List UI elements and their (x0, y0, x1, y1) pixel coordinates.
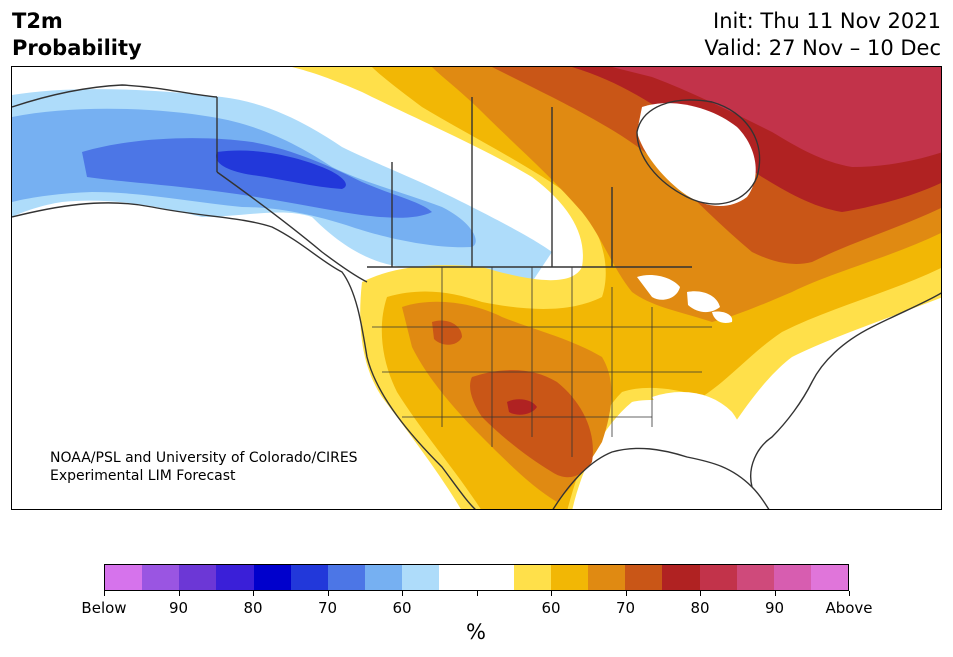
gulf-of-mexico (572, 440, 774, 509)
colorbar-tick-mark (551, 591, 552, 596)
colorbar-swatch-3 (216, 565, 254, 590)
valid-range: Valid: 27 Nov – 10 Dec (704, 36, 941, 60)
hudson-bay (637, 103, 756, 207)
credit-line-1: NOAA/PSL and University of Colorado/CIRE… (50, 450, 358, 466)
colorbar-swatch-6 (327, 565, 366, 590)
colorbar-unit: % (466, 620, 486, 644)
forecast-info: Init: Thu 11 Nov 2021 Valid: 27 Nov – 10… (704, 8, 941, 62)
colorbar-tick-mark (253, 591, 254, 596)
colorbar-swatch-5 (290, 565, 328, 590)
colorbar-tick-label: 70 (317, 599, 338, 617)
chart-title: T2m Probability (12, 8, 142, 62)
us-state-lines (372, 267, 712, 457)
colorbar-swatch-4 (253, 565, 291, 590)
colorbar-swatch-0 (105, 565, 143, 590)
cold-region-deep (216, 150, 346, 189)
colorbar-swatch-14 (625, 565, 663, 590)
great-lakes (637, 275, 733, 323)
colorbar (104, 564, 849, 591)
colorbar-tick-label: 90 (764, 599, 785, 617)
colorbar-swatch-12 (550, 565, 589, 590)
southeast-us-white (652, 392, 744, 462)
credit-line-2: Experimental LIM Forecast (50, 468, 236, 484)
colorbar-swatch-16 (699, 565, 737, 590)
colorbar-swatch-7 (365, 565, 403, 590)
colorbar-swatch-17 (736, 565, 774, 590)
colorbar-swatch-19 (810, 565, 849, 590)
colorbar-tick-label: 80 (690, 599, 710, 617)
colorbar-tick-label: Above (825, 599, 873, 617)
warm-region-crimson (612, 67, 941, 167)
colorbar-swatch-2 (179, 565, 217, 590)
colorbar-tick-mark (402, 591, 403, 596)
credit-text: NOAA/PSL and University of Colorado/CIRE… (50, 449, 358, 485)
colorbar-tick-mark (625, 591, 627, 596)
colorbar-tick-mark (104, 591, 105, 596)
colorbar-swatch-9 (439, 565, 477, 590)
colorbar-swatch-13 (588, 565, 626, 590)
init-date: Init: Thu 11 Nov 2021 (713, 9, 941, 33)
colorbar-tick-mark (700, 591, 701, 596)
colorbar-swatch-10 (476, 565, 514, 590)
colorbar-tick-mark (476, 591, 478, 596)
colorbar-tick-label: 60 (392, 599, 412, 617)
map-panel: NOAA/PSL and University of Colorado/CIRE… (11, 66, 942, 510)
title-line-1: T2m (12, 9, 63, 33)
colorbar-tick-label: Below (81, 599, 127, 617)
colorbar-tick-mark (849, 591, 850, 596)
colorbar-tick-mark (327, 591, 329, 596)
colorbar-tick-label: 90 (168, 599, 189, 617)
colorbar-tick-label: 70 (615, 599, 636, 617)
colorbar-swatch-1 (142, 565, 180, 590)
colorbar-tick-mark (774, 591, 776, 596)
title-line-2: Probability (12, 36, 142, 60)
colorbar-swatch-8 (402, 565, 440, 590)
colorbar-swatch-15 (662, 565, 700, 590)
map-outlines (12, 84, 941, 509)
probability-map (12, 67, 941, 509)
colorbar-swatch-18 (773, 565, 811, 590)
cold-region-mid (82, 138, 432, 218)
colorbar-swatch-11 (513, 565, 551, 590)
colorbar-tick-label: 80 (243, 599, 263, 617)
colorbar-tick-label: 60 (541, 599, 561, 617)
colorbar-tick-mark (178, 591, 180, 596)
